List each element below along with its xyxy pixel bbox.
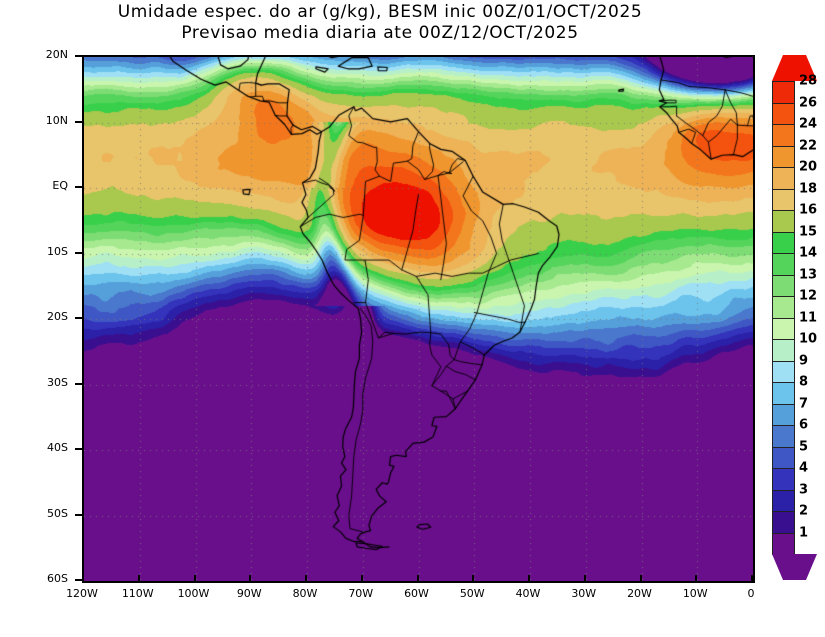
colorbar-tick-label: 5: [799, 439, 809, 454]
colorbar-tick-label: 11: [799, 310, 818, 325]
lon-tick-mark: [695, 575, 698, 581]
colorbar-tick-label: 4: [799, 460, 809, 476]
colorbar-under-arrow: [772, 554, 817, 580]
lat-tick-label: 20N: [45, 48, 68, 61]
lat-tick-label: 10S: [47, 244, 68, 258]
colorbar-tick-label: 26: [799, 95, 818, 110]
lat-tick-mark: [75, 186, 82, 188]
colorbar-swatch: [772, 317, 795, 340]
colorbar-swatch: [772, 145, 795, 168]
lat-tick-mark: [75, 448, 82, 450]
colorbar-tick-label: 22: [799, 138, 818, 153]
lon-tick-label: 10W: [682, 587, 708, 600]
lat-tick-mark: [75, 120, 82, 123]
lon-tick-label: 20W: [627, 587, 652, 600]
lon-tick-mark: [416, 575, 419, 581]
colorbar-tick-label: 8: [799, 374, 809, 390]
lat-tick-label: 60S: [47, 572, 68, 585]
latitude-axis: 20N 10N EQ 10S 20S 30S 40S 50S 60S: [0, 48, 82, 585]
title-line-1: Umidade espec. do ar (g/kg), BESM inic 0…: [117, 2, 643, 22]
colorbar-swatch: [772, 274, 795, 297]
colorbar-swatch: [772, 296, 795, 319]
longitude-axis: 120W 110W 100W 90W 80W 70W 60W 50W 40W 30W 20W 10W 0: [66, 575, 755, 607]
colorbar-tick-label: 18: [799, 181, 818, 196]
colorbar-swatch: [772, 210, 795, 233]
colorbar-over-arrow: [772, 55, 817, 81]
lat-tick-label: 50S: [47, 506, 68, 520]
colorbar-tick-label: 16: [799, 202, 818, 218]
lon-tick-label: 120W: [66, 587, 98, 600]
lon-tick-label: 50W: [459, 587, 485, 600]
colorbar-tick-label: 9: [799, 353, 809, 368]
lat-tick-label: 40S: [47, 441, 68, 454]
lat-tick-label: 10N: [45, 113, 68, 127]
colorbar-legend: 28 26 24 22 20 18 16 15 14 13 12 11 10 9 8 7 6 5 4 3 2 1: [769, 55, 823, 580]
lon-tick-mark: [528, 575, 530, 581]
lon-tick-label: 30W: [571, 587, 597, 600]
colorbar-swatch: [772, 102, 795, 125]
colorbar-tick-label: 1: [799, 525, 809, 540]
colorbar-tick-label: 7: [799, 396, 809, 411]
lon-tick-mark: [639, 575, 642, 581]
colorbar-swatch: [772, 124, 795, 147]
lon-tick-mark: [305, 575, 307, 581]
specific-humidity-heatmap: [84, 57, 753, 581]
lat-tick-label: 20S: [47, 310, 68, 323]
colorbar-tick-label: 28: [799, 73, 818, 89]
title-line-2: Previsao media diaria ate 00Z/12/OCT/202…: [181, 23, 579, 43]
lon-tick-label: 110W: [121, 587, 154, 600]
colorbar-tick-label: 12: [799, 288, 818, 304]
colorbar-tick-label: 2: [799, 503, 809, 519]
lon-tick-mark: [472, 575, 475, 581]
colorbar-swatch: [772, 188, 795, 211]
colorbar-tick-label: 15: [799, 224, 818, 239]
colorbar-swatch: [772, 532, 795, 555]
lon-tick-mark: [360, 575, 363, 581]
colorbar-swatch: [772, 425, 795, 448]
colorbar-swatch: [772, 511, 795, 534]
colorbar-tick-label: 10: [799, 331, 818, 347]
colorbar-swatch: [772, 489, 795, 512]
lon-tick-label: 80W: [292, 587, 318, 600]
lon-tick-label: 90W: [236, 587, 262, 600]
lon-tick-mark: [751, 575, 753, 581]
lon-tick-mark: [249, 575, 252, 581]
colorbar-tick-label: 24: [799, 116, 818, 132]
colorbar-swatch: [772, 446, 795, 469]
colorbar-swatch: [772, 253, 795, 276]
colorbar-swatch: [772, 360, 795, 383]
colorbar-swatch: [772, 167, 795, 190]
colorbar-swatch: [772, 231, 795, 254]
colorbar-tick-label: 20: [799, 159, 818, 175]
lat-tick-label: 30S: [47, 375, 68, 389]
map-plot-area: [82, 55, 755, 583]
lon-tick-mark: [82, 575, 84, 581]
colorbar-tick-label: 14: [799, 245, 818, 261]
colorbar-swatch: [772, 403, 795, 426]
lat-tick-mark: [75, 317, 82, 319]
lon-tick-label: 70W: [348, 587, 374, 600]
colorbar-swatch: [772, 382, 795, 405]
colorbar-swatch: [772, 81, 795, 104]
lat-tick-mark: [75, 513, 82, 516]
colorbar-swatch: [772, 468, 795, 491]
lon-tick-label: 40W: [515, 587, 541, 600]
colorbar-swatch: [772, 339, 795, 362]
lon-tick-label: 0: [747, 587, 755, 600]
lon-tick-mark: [137, 575, 140, 581]
lat-tick-mark: [75, 382, 82, 385]
lon-tick-mark: [193, 575, 196, 581]
figure-title: Umidade espec. do ar (g/kg), BESM inic 0…: [0, 2, 760, 44]
lon-tick-label: 100W: [177, 587, 210, 600]
lon-tick-mark: [583, 575, 586, 581]
colorbar-tick-label: 3: [799, 482, 809, 497]
lat-tick-mark: [75, 251, 82, 254]
colorbar-tick-label: 6: [799, 417, 809, 433]
colorbar-tick-label: 13: [799, 267, 818, 282]
lat-tick-mark: [75, 579, 82, 581]
lat-tick-mark: [75, 55, 82, 57]
lon-tick-label: 60W: [404, 587, 429, 600]
lat-tick-label: EQ: [52, 179, 68, 192]
